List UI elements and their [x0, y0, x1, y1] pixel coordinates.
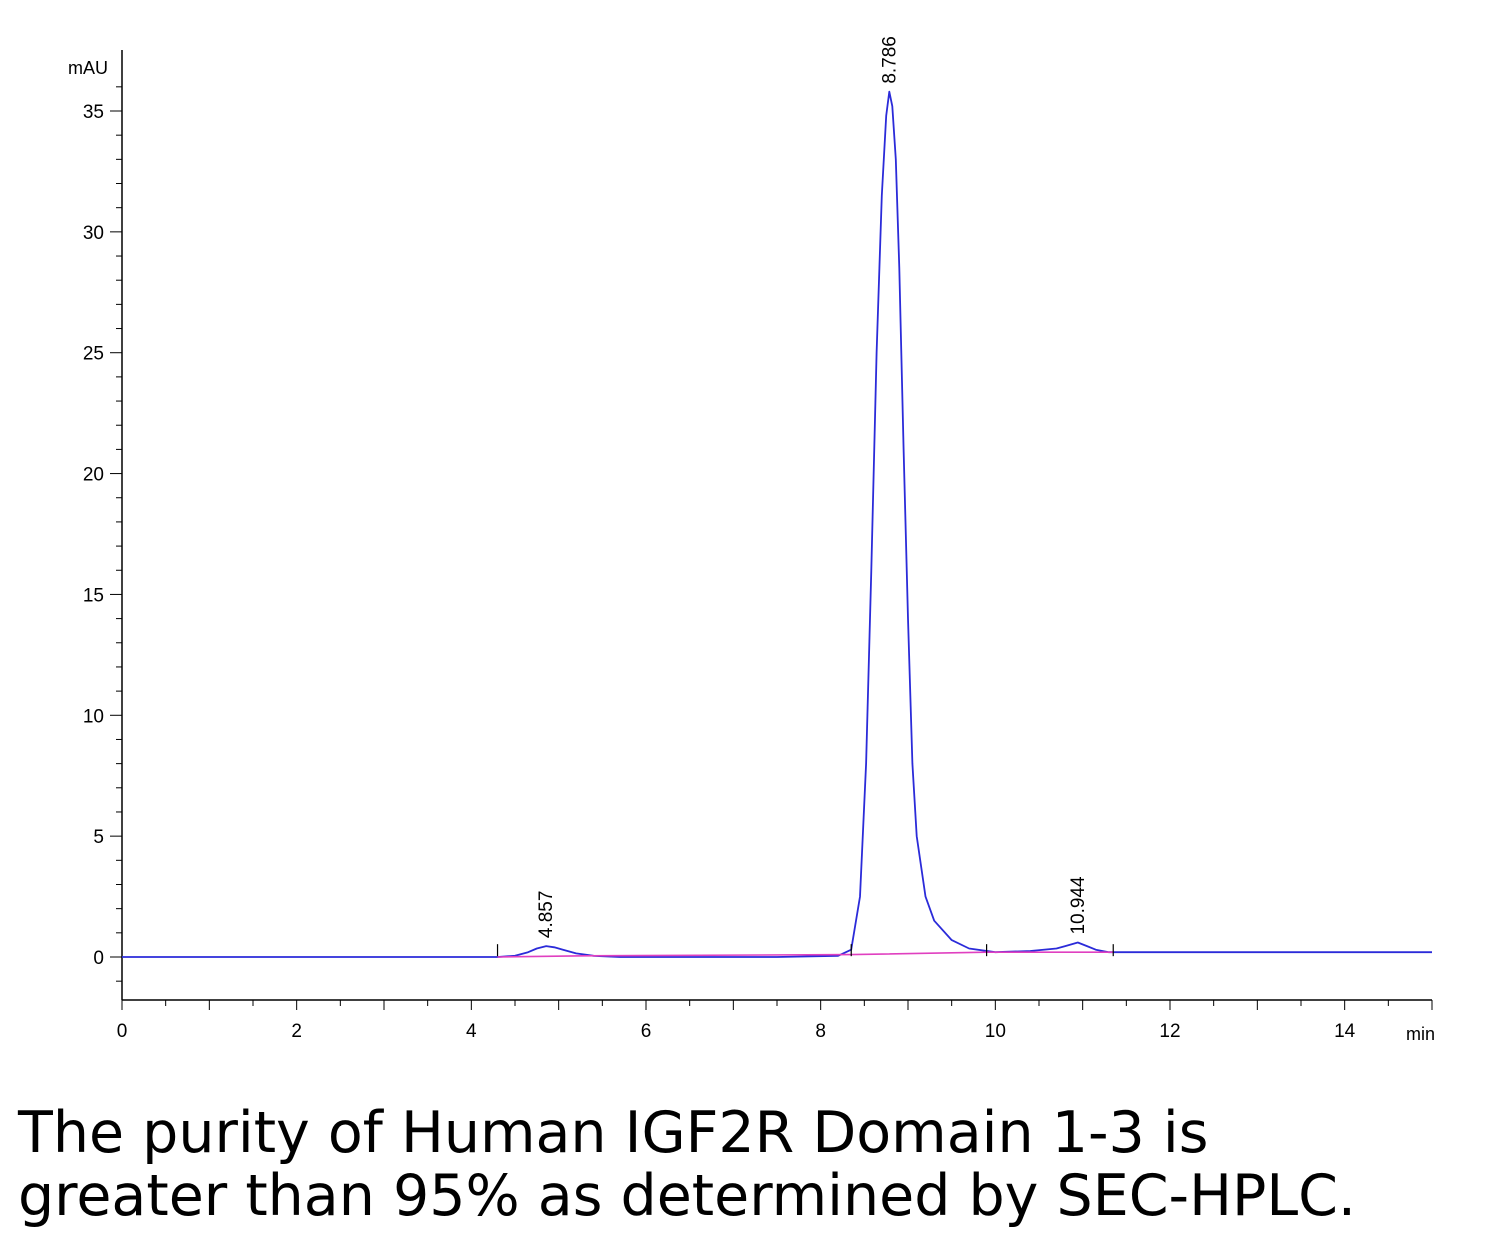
peak-labels: 4.857 8.786 10.944	[536, 36, 1089, 938]
x-tick-label: 6	[641, 1021, 652, 1042]
caption: The purity of Human IGF2R Domain 1-3 is …	[18, 1102, 1478, 1228]
chromatogram-chart: 0 5 10 15 20 25 30 35 0 2 4 6 8 10 12 14 4.857 8.786 10.…	[68, 36, 1435, 1044]
caption-line-1: The purity of Human IGF2R Domain 1-3 is	[18, 1100, 1209, 1166]
y-tick-label: 25	[83, 344, 104, 365]
y-tick-label: 0	[93, 948, 104, 969]
y-tick-label: 35	[83, 102, 104, 123]
peak-label: 4.857	[536, 891, 557, 939]
plot-area	[122, 90, 1432, 958]
y-axis: 0 5 10 15 20 25 30 35	[83, 50, 123, 1000]
peak-label: 8.786	[879, 36, 900, 84]
x-axis: 0 2 4 6 8 10 12 14	[117, 999, 1433, 1042]
y-tick-label: 15	[83, 585, 104, 606]
x-axis-unit-label: min	[1406, 1024, 1435, 1044]
x-tick-label: 10	[985, 1021, 1006, 1042]
y-axis-unit-label: mAU	[68, 58, 108, 78]
x-tick-label: 8	[815, 1021, 826, 1042]
caption-line-2: greater than 95% as determined by SEC-HP…	[18, 1163, 1356, 1229]
x-tick-label: 0	[117, 1021, 128, 1042]
y-tick-label: 10	[83, 706, 104, 727]
series-line-2	[497, 951, 1114, 958]
y-tick-label: 5	[93, 827, 104, 848]
peak-label: 10.944	[1068, 876, 1089, 935]
x-tick-label: 14	[1334, 1021, 1356, 1042]
series-line-1	[122, 90, 1432, 958]
x-tick-label: 2	[291, 1021, 302, 1042]
x-tick-label: 12	[1159, 1021, 1180, 1042]
y-tick-label: 20	[83, 465, 104, 486]
x-tick-label: 4	[466, 1021, 477, 1042]
y-tick-label: 30	[83, 223, 104, 244]
